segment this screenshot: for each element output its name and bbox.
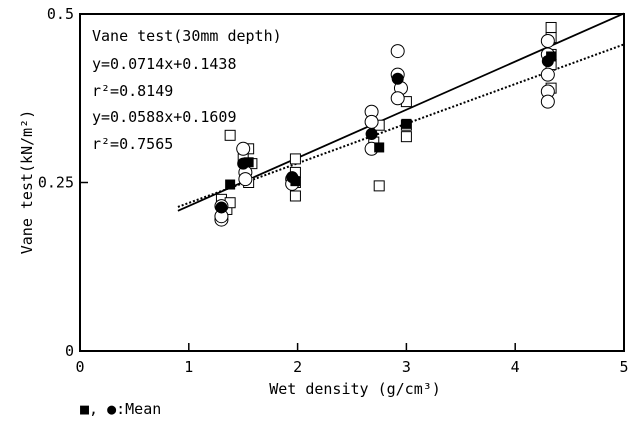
x-axis-label: Wet density (g/cm³) (269, 380, 441, 398)
data-point-open-circle (540, 94, 555, 109)
mean-point-filled-circle (365, 127, 378, 140)
mean-legend-note: ■, ●:Mean (80, 400, 161, 418)
x-tick-label: 4 (511, 358, 520, 376)
x-tick-label: 5 (619, 358, 628, 376)
annotation-heading: Vane test(30mm depth) (92, 27, 282, 45)
annotation-line-4: r²=0.7565 (92, 135, 173, 153)
mean-point-filled-circle (215, 201, 228, 214)
data-point-open-square (289, 190, 301, 202)
data-point-open-square (373, 180, 385, 192)
data-point-open-circle (390, 44, 405, 59)
data-point-open-circle (390, 91, 405, 106)
data-point-open-circle (236, 141, 251, 156)
data-point-open-square (289, 153, 301, 165)
annotation-line-2: r²=0.8149 (92, 82, 173, 100)
x-tick-label: 1 (184, 358, 193, 376)
mean-point-filled-circle (541, 55, 554, 68)
data-point-open-square (224, 129, 236, 141)
y-axis-label: Vane test(kN/m²) (18, 110, 36, 255)
mean-point-filled-circle (237, 157, 250, 170)
mean-point-filled-circle (286, 171, 299, 184)
annotation-line-1: y=0.0714x+0.1438 (92, 55, 237, 73)
axis-ticks: 0 1 2 3 4 5 0 0.25 0.5 (38, 5, 629, 376)
mean-point-filled-square (401, 118, 412, 129)
data-point-open-square (400, 131, 412, 143)
y-tick-label: 0.5 (47, 5, 74, 23)
data-point-open-circle (540, 33, 555, 48)
data-points (214, 21, 557, 227)
y-tick-label: 0.25 (38, 174, 74, 192)
mean-point-filled-square (374, 142, 385, 153)
data-point-open-circle (364, 114, 379, 129)
data-point-open-circle (238, 172, 253, 187)
x-tick-label: 0 (75, 358, 84, 376)
x-tick-label: 2 (293, 358, 302, 376)
data-point-open-circle (540, 67, 555, 82)
annotation-line-3: y=0.0588x+0.1609 (92, 108, 237, 126)
y-tick-label: 0 (65, 342, 74, 360)
mean-point-filled-square (225, 179, 236, 190)
mean-point-filled-circle (391, 72, 404, 85)
x-tick-label: 3 (402, 358, 411, 376)
data-point-open-square (545, 21, 557, 33)
